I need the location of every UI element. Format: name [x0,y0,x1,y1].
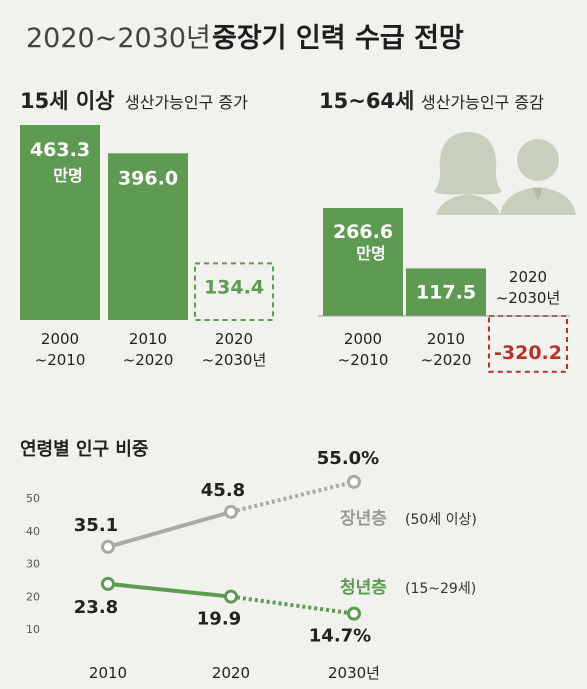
series-1-segment [107,581,232,599]
male-body [500,187,576,215]
series-1-data-label: 23.8 [74,597,118,618]
x-tick-label: 2030년 [328,664,380,682]
chart2-category-label-line: 2010 [427,330,465,348]
chart1-category-label-line: ~2030년 [202,351,267,369]
chart1-data-label: 134.4 [204,276,264,298]
series-0-name: 장년층 [340,509,387,529]
chart1-bar [20,125,100,320]
chart2-data-label: 266.6 [333,221,393,243]
chart1-data-label: 396.0 [118,167,178,189]
chart2-category-label-line: ~2010 [338,351,389,369]
chart1-unit-label: 만명 [53,166,82,185]
male-tie [533,188,543,200]
y-tick-label: 40 [26,525,40,538]
person-male-icon [500,139,576,215]
female-head [434,132,502,195]
chart1-category-label: 2020 ~2030년 [202,330,267,369]
chart2-title: 15~64세 [319,89,414,113]
chart1-bar [108,153,188,320]
series-1-point [347,606,361,621]
people-icons [434,132,576,215]
series-0-note: (50세 이상) [405,512,477,528]
chart2-bar [406,268,486,316]
chart1-title: 15세 이상 [20,89,115,113]
series-0-point [101,539,115,554]
chart1-category-label: 2000 ~2010 [35,330,86,369]
chart2-subtitle: 생산가능인구 증감 [421,93,544,112]
chart2-category-label: 2000 ~2010 [338,330,389,369]
chart2-category-label-line: 2020 [509,268,547,286]
chart2-bar [323,208,403,316]
chart1-category-label-line: 2020 [215,330,253,348]
x-tick-label: 2020 [212,664,250,682]
title-years: 2020~2030년 [26,23,211,54]
series-1-data-label: 19.9 [197,609,241,630]
series-0-data-label: 45.8 [201,480,245,501]
series-0-segment [230,479,355,514]
chart2-category-label-line: 2000 [344,330,382,348]
series-1-point [224,589,238,604]
female-body [436,194,500,215]
series-1-name: 청년층 [340,577,387,598]
series-0-data-label: 35.1 [74,515,118,536]
chart1-data-label: 463.3 [30,139,90,161]
male-head [517,139,559,181]
chart2-data-label: 117.5 [416,281,476,303]
series-0-segment [107,510,232,549]
y-tick-label: 30 [26,558,40,571]
chart2-data-label: -320.2 [494,342,562,364]
chart1-category-label-line: 2010 [129,330,167,348]
chart1-subtitle: 생산가능인구 증가 [125,93,248,112]
y-tick-label: 50 [26,492,40,505]
chart2-unit-label: 만명 [356,244,385,263]
chart1-bar-projected [194,262,274,322]
series-1-data-label: 14.7% [309,626,371,647]
y-tick-label: 20 [26,590,40,603]
chart1-category-label-line: ~2020 [123,351,174,369]
series-0-data-label: 55.0% [317,448,379,469]
chart1-category-label: 2010 ~2020 [123,330,174,369]
series-0-point [224,504,238,519]
person-female-icon [434,132,502,215]
chart2-category-label: 2010 ~2020 [421,330,472,369]
series-1-point [101,576,115,591]
chart1-category-label-line: ~2010 [35,351,86,369]
chart1-category-label-line: 2000 [41,330,79,348]
x-tick-label: 2010 [89,664,127,682]
chart2-category-label-line: ~2020 [421,351,472,369]
series-1-note: (15~29세) [405,581,476,597]
series-0-point [347,474,361,489]
page-title: 중장기 인력 수급 전망 [212,23,464,54]
series-1-segment [230,594,355,616]
y-tick-label: 10 [26,623,40,636]
chart3-title: 연령별 인구 비중 [20,439,148,460]
chart2-category-label: 2020 ~2030년 [496,268,561,307]
chart2-category-label-line: ~2030년 [496,289,561,307]
